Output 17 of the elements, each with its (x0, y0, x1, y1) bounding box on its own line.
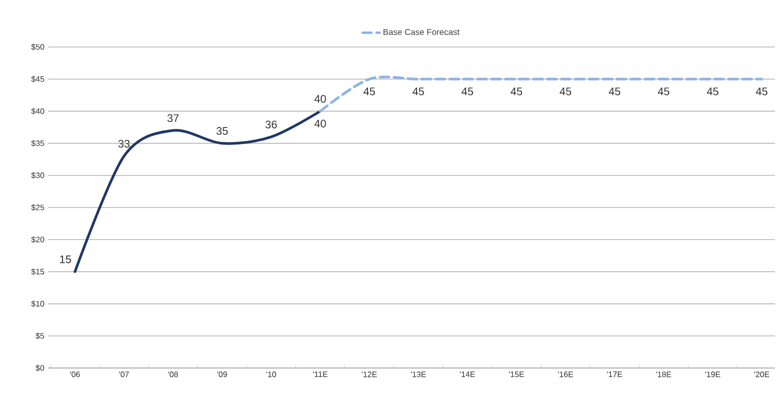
data-label: 45 (706, 88, 718, 96)
data-label: 37 (167, 114, 179, 122)
data-label: 45 (412, 88, 424, 96)
data-label: 45 (756, 88, 768, 96)
legend-label: Base Case Forecast (384, 28, 460, 35)
data-label: 45 (462, 88, 474, 96)
data-label: 40 (314, 94, 326, 103)
data-label: 40 (314, 120, 326, 128)
data-label: 36 (266, 120, 277, 128)
data-label: 35 (216, 127, 228, 135)
data-label: 15 (60, 256, 71, 264)
data-label: 45 (510, 88, 522, 96)
data-label: 45 (363, 88, 375, 96)
data-label: 33 (118, 140, 130, 148)
data-label: 45 (658, 88, 670, 96)
data-label: 45 (560, 88, 572, 96)
data-label: 45 (608, 88, 620, 96)
